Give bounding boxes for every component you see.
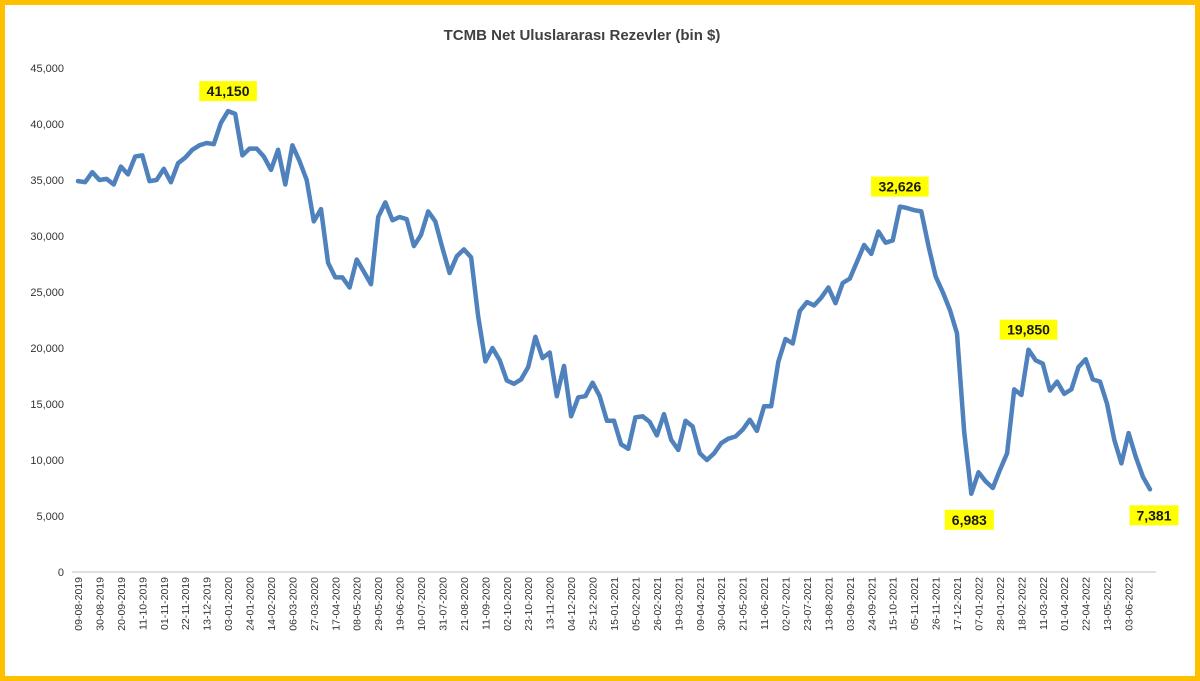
x-tick-label: 19-03-2021 <box>673 577 685 631</box>
x-tick-label: 27-03-2020 <box>309 577 321 631</box>
callout-label: 6,983 <box>952 512 987 528</box>
y-tick-label: 30,000 <box>30 231 64 243</box>
x-tick-label: 23-07-2021 <box>802 577 814 631</box>
x-tick-label: 11-09-2020 <box>480 577 492 630</box>
y-tick-label: 40,000 <box>30 119 64 131</box>
x-tick-label: 30-08-2019 <box>94 577 106 631</box>
x-tick-label: 11-06-2021 <box>759 577 771 630</box>
x-tick-label: 13-05-2022 <box>1102 577 1114 631</box>
x-tick-label: 03-01-2020 <box>223 577 235 631</box>
y-tick-label: 20,000 <box>30 343 64 355</box>
data-callout: 32,626 <box>871 176 929 197</box>
y-tick-label: 0 <box>58 567 64 579</box>
x-tick-label: 13-12-2019 <box>202 577 214 631</box>
x-tick-label: 31-07-2020 <box>437 577 449 631</box>
series-line <box>75 108 1153 497</box>
x-tick-label: 26-02-2021 <box>652 577 664 631</box>
x-tick-label: 22-11-2019 <box>180 577 192 630</box>
callout-label: 41,150 <box>207 83 250 99</box>
y-tick-label: 10,000 <box>30 455 64 467</box>
x-tick-label: 02-10-2020 <box>502 577 514 631</box>
x-tick-label: 13-11-2020 <box>545 577 557 630</box>
y-axis: 0 5,000 10,000 15,000 20,000 25,000 30,000 35,0… <box>30 63 64 579</box>
callout-highlight <box>944 509 994 530</box>
x-tick-label: 17-04-2020 <box>330 577 342 631</box>
chart-title: TCMB Net Uluslararası Rezevler (bin $) <box>444 27 721 44</box>
x-tick-label: 15-10-2021 <box>888 577 900 631</box>
x-tick-label: 24-09-2021 <box>866 577 878 631</box>
x-tick-label: 14-02-2020 <box>266 577 278 631</box>
x-tick-label: 29-05-2020 <box>373 577 385 631</box>
callout-label: 19,850 <box>1007 322 1050 338</box>
x-tick-label: 11-03-2022 <box>1038 577 1050 630</box>
callout-highlight <box>199 81 257 102</box>
data-callout: 19,850 <box>999 319 1058 340</box>
x-tick-label: 06-03-2020 <box>287 577 299 631</box>
x-tick-label: 09-08-2019 <box>73 577 85 631</box>
x-tick-label: 07-01-2022 <box>973 577 985 631</box>
annotations: 41,150 32,626 6,983 19,850 7,381 <box>199 81 1179 530</box>
callout-highlight <box>999 319 1058 340</box>
y-tick-label: 45,000 <box>30 63 64 75</box>
x-tick-label: 08-05-2020 <box>352 577 364 631</box>
callout-label: 32,626 <box>878 179 921 195</box>
x-tick-label: 28-01-2022 <box>995 577 1007 631</box>
x-tick-label: 24-01-2020 <box>245 577 257 631</box>
y-tick-label: 35,000 <box>30 175 64 187</box>
x-tick-label: 13-08-2021 <box>823 577 835 631</box>
callout-label: 7,381 <box>1136 507 1171 523</box>
x-tick-label: 03-06-2022 <box>1124 577 1136 631</box>
x-tick-label: 25-12-2020 <box>588 577 600 631</box>
x-tick-label: 17-12-2021 <box>952 577 964 631</box>
x-tick-label: 18-02-2022 <box>1016 577 1028 631</box>
x-tick-label: 10-07-2020 <box>416 577 428 631</box>
x-tick-label: 01-04-2022 <box>1059 577 1071 631</box>
x-tick-label: 09-04-2021 <box>695 577 707 631</box>
x-tick-label: 02-07-2021 <box>781 577 793 631</box>
data-callout: 7,381 <box>1129 505 1179 526</box>
data-callout: 6,983 <box>944 509 994 530</box>
y-tick-label: 25,000 <box>30 287 64 299</box>
x-tick-label: 05-02-2021 <box>630 577 642 631</box>
x-tick-label: 19-06-2020 <box>395 577 407 631</box>
callout-highlight <box>1129 505 1179 526</box>
x-tick-label: 20-09-2019 <box>116 577 128 631</box>
x-tick-label: 01-11-2019 <box>159 577 171 630</box>
x-axis: 09-08-2019 30-08-2019 20-09-2019 11-10-2019… <box>73 577 1136 631</box>
data-callout: 41,150 <box>199 81 257 102</box>
x-tick-label: 21-08-2020 <box>459 577 471 631</box>
callout-highlight <box>871 176 929 197</box>
y-tick-label: 15,000 <box>30 399 64 411</box>
x-tick-label: 05-11-2021 <box>909 577 921 630</box>
x-tick-label: 22-04-2022 <box>1081 577 1093 631</box>
x-tick-label: 23-10-2020 <box>523 577 535 631</box>
x-tick-label: 03-09-2021 <box>845 577 857 631</box>
x-tick-label: 15-01-2021 <box>609 577 621 631</box>
x-tick-label: 04-12-2020 <box>566 577 578 631</box>
x-tick-label: 21-05-2021 <box>738 577 750 631</box>
x-tick-label: 11-10-2019 <box>137 577 149 630</box>
x-tick-label: 30-04-2021 <box>716 577 728 631</box>
x-tick-label: 26-11-2021 <box>931 577 943 630</box>
y-tick-label: 5,000 <box>36 511 64 523</box>
